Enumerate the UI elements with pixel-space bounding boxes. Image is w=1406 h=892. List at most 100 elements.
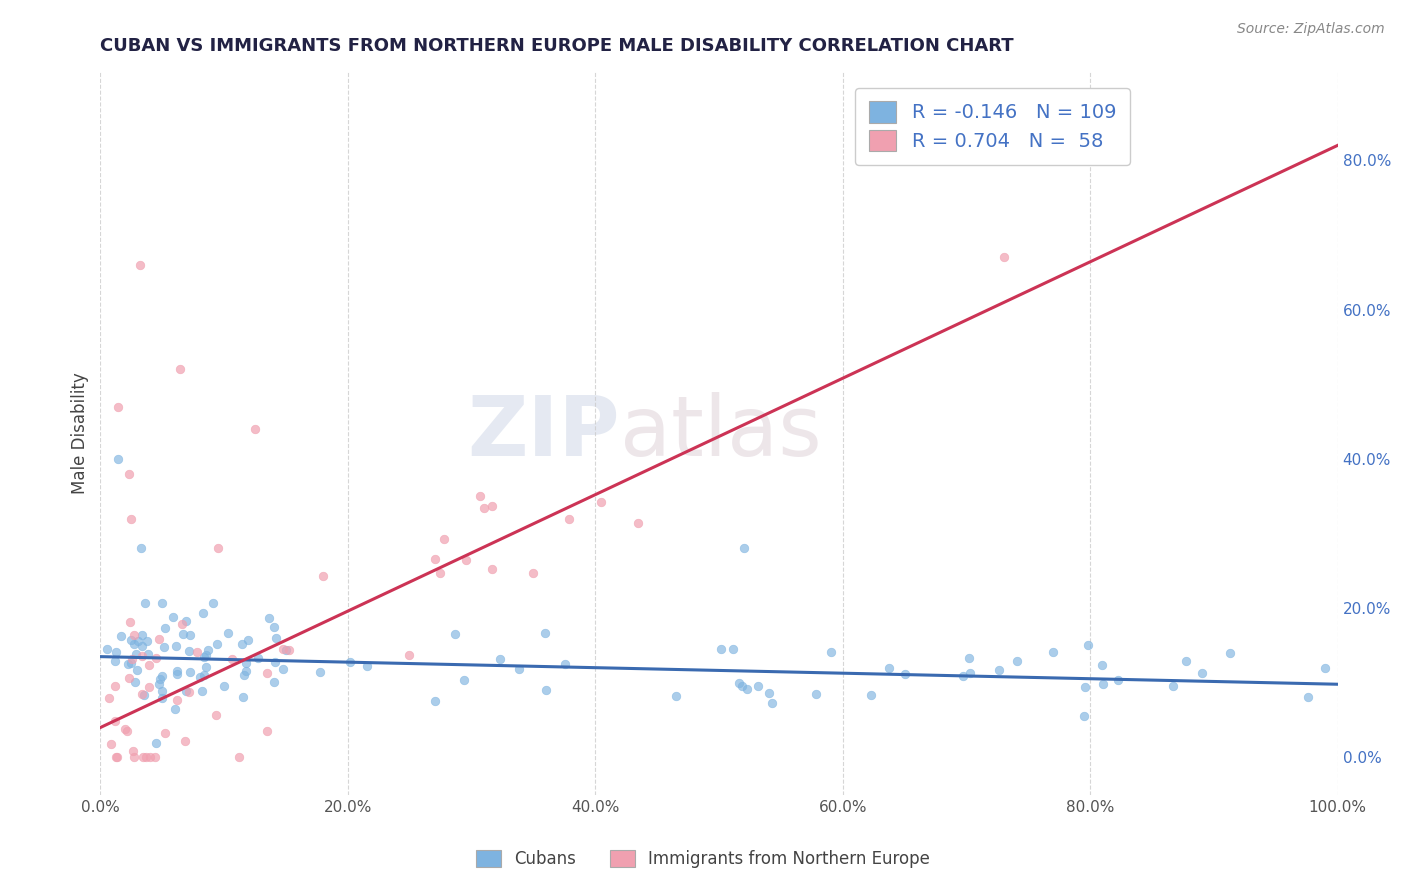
Point (150, 684, 173, 698)
Point (165, 639, 187, 653)
Point (957, 651, 980, 665)
Point (259, 611, 281, 625)
Point (731, 679, 754, 693)
Point (96, 641, 118, 656)
Point (665, 689, 688, 703)
Point (148, 632, 170, 647)
Point (952, 669, 974, 683)
Point (191, 684, 214, 698)
Point (444, 627, 467, 641)
Point (1077, 638, 1099, 652)
Point (433, 533, 456, 547)
Point (153, 726, 176, 740)
Point (263, 620, 285, 634)
Point (131, 628, 153, 642)
Point (271, 641, 294, 656)
Point (179, 628, 201, 642)
Point (186, 645, 208, 659)
Point (145, 735, 167, 749)
Point (425, 694, 447, 708)
Point (205, 637, 228, 651)
Point (218, 625, 240, 640)
Point (820, 645, 842, 659)
Point (172, 616, 194, 631)
Point (120, 615, 142, 629)
Point (124, 749, 146, 764)
Text: CUBAN VS IMMIGRANTS FROM NORTHERN EUROPE MALE DISABILITY CORRELATION CHART: CUBAN VS IMMIGRANTS FROM NORTHERN EUROPE… (100, 37, 1014, 55)
Point (143, 749, 166, 764)
Point (153, 621, 176, 635)
Point (456, 553, 478, 567)
Point (115, 724, 138, 739)
Point (277, 643, 299, 657)
Point (423, 552, 446, 566)
Point (107, 451, 129, 466)
Point (1315, 660, 1337, 674)
Point (263, 675, 285, 690)
Point (195, 648, 218, 662)
Point (1191, 665, 1213, 680)
Point (489, 652, 512, 666)
Point (356, 659, 378, 673)
Point (276, 643, 298, 657)
Point (508, 662, 530, 676)
Point (105, 749, 128, 764)
Point (179, 665, 201, 679)
Point (162, 609, 184, 624)
Point (197, 642, 219, 657)
Point (176, 684, 198, 698)
Point (193, 606, 215, 620)
Point (145, 650, 167, 665)
Point (131, 648, 153, 663)
Point (758, 686, 780, 700)
Point (710, 642, 733, 657)
Point (148, 676, 170, 690)
Point (138, 658, 160, 673)
Point (1091, 677, 1114, 691)
Point (398, 648, 420, 662)
Point (804, 687, 827, 701)
Point (877, 661, 900, 675)
Point (122, 637, 145, 651)
Point (728, 676, 751, 690)
Point (534, 683, 557, 698)
Point (264, 655, 287, 669)
Point (179, 685, 201, 699)
Point (554, 657, 576, 672)
Point (128, 258, 150, 272)
Point (472, 501, 495, 516)
Point (120, 633, 142, 648)
Point (308, 665, 330, 679)
Point (256, 665, 278, 680)
Point (987, 663, 1010, 677)
Point (120, 656, 142, 670)
Point (194, 660, 217, 674)
Point (339, 655, 361, 669)
Point (1005, 654, 1028, 668)
Point (193, 668, 215, 682)
Point (205, 707, 228, 722)
Point (135, 749, 157, 764)
Point (136, 647, 159, 661)
Point (627, 516, 650, 530)
Legend: R = -0.146   N = 109, R = 0.704   N =  58: R = -0.146 N = 109, R = 0.704 N = 58 (855, 87, 1130, 165)
Point (179, 644, 201, 658)
Point (125, 648, 148, 662)
Point (207, 541, 229, 556)
Point (169, 362, 191, 376)
Point (149, 672, 172, 686)
Point (522, 566, 544, 580)
Point (139, 749, 162, 764)
Point (1174, 654, 1197, 668)
Point (176, 614, 198, 628)
Point (235, 665, 257, 679)
Point (468, 489, 491, 503)
Point (959, 665, 981, 680)
Point (721, 642, 744, 657)
Point (131, 639, 153, 653)
Point (129, 541, 152, 556)
Point (236, 632, 259, 647)
Point (150, 596, 173, 610)
Point (122, 628, 145, 642)
Point (121, 652, 143, 666)
